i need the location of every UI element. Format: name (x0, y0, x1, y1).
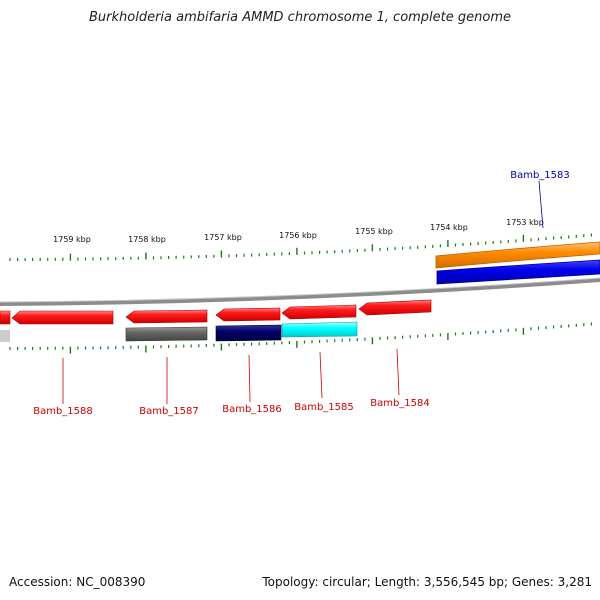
gray-feature-bar[interactable] (125, 326, 208, 342)
label-bamb-1586[interactable]: Bamb_1586 (222, 404, 282, 415)
navy-feature-bar[interactable] (215, 324, 282, 342)
map-title: Burkholderia ambifaria AMMD chromosome 1… (88, 10, 512, 25)
tick-label-1756: 1756 kbp (279, 231, 317, 240)
forward-strand-genes (0, 299, 432, 342)
gene-bamb-1584-arrow[interactable] (358, 299, 432, 316)
lower-tick-ring (9, 322, 593, 354)
tick-label-1753: 1753 kbp (506, 218, 544, 227)
reverse-strand-features (435, 241, 600, 285)
cyan-feature-bar[interactable] (281, 321, 358, 338)
gene-bamb-1587-arrow[interactable] (125, 309, 208, 324)
summary-text: Topology: circular; Length: 3,556,545 bp… (262, 575, 592, 589)
tick-label-1755: 1755 kbp (355, 227, 393, 236)
gene-bamb-1585-arrow[interactable] (281, 304, 357, 320)
tick-label-1754: 1754 kbp (430, 223, 468, 232)
blue-feature-bar[interactable] (436, 259, 600, 285)
label-bamb-1584[interactable]: Bamb_1584 (370, 398, 430, 409)
label-bamb-1588[interactable]: Bamb_1588 (33, 406, 93, 417)
backbone-highlight (0, 277, 600, 303)
leader-bamb-1586 (248, 354, 251, 403)
tick-label-1759: 1759 kbp (53, 235, 91, 244)
tick-label-1758: 1758 kbp (128, 235, 166, 244)
label-bamb-1587[interactable]: Bamb_1587 (139, 406, 199, 417)
gene-bamb-1588-arrow[interactable] (11, 310, 114, 325)
upper-tick-ring (9, 233, 593, 261)
gene-edge-arrow[interactable] (0, 310, 11, 325)
leader-bamb-1583 (538, 180, 544, 229)
accession-text: Accession: NC_008390 (9, 575, 146, 589)
gene-bamb-1583-arrow[interactable] (435, 241, 600, 269)
chromosome-backbone (0, 278, 600, 306)
label-bamb-1585[interactable]: Bamb_1585 (294, 402, 354, 413)
label-leaders (62, 180, 544, 404)
leader-bamb-1585 (319, 351, 323, 399)
gene-bamb-1586-arrow[interactable] (215, 307, 281, 322)
gene-labels: Bamb_1588 Bamb_1587 Bamb_1586 Bamb_1585 … (33, 170, 570, 417)
gray-edge-feature (0, 330, 10, 342)
tick-labels: 1759 kbp 1758 kbp 1757 kbp 1756 kbp 1755… (53, 218, 544, 244)
leader-bamb-1584 (396, 348, 400, 396)
label-bamb-1583[interactable]: Bamb_1583 (510, 170, 570, 181)
tick-label-1757: 1757 kbp (204, 233, 242, 242)
